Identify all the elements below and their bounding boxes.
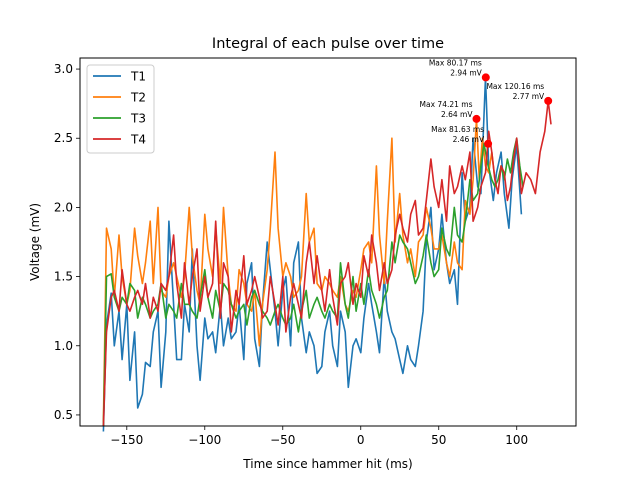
legend-item-t2: T2 xyxy=(93,91,146,105)
max-marker-t2 xyxy=(472,114,481,123)
annotation-line1: Max 80.17 ms xyxy=(429,58,482,67)
x-tick-label: −150 xyxy=(110,433,143,447)
y-axis-label: Voltage (mV) xyxy=(28,203,42,281)
annotation-line1: Max 74.21 ms xyxy=(420,100,473,109)
x-tick-label: −50 xyxy=(270,433,295,447)
legend-item-t4: T4 xyxy=(93,133,146,147)
annotation-line1: Max 81.63 ms xyxy=(431,125,484,134)
legend: T1 T2 T3 T4 xyxy=(86,64,155,154)
annotation-line2: 2.46 mV xyxy=(453,135,485,144)
annotation-line1: Max 120.16 ms xyxy=(486,82,544,91)
x-tick-label: 100 xyxy=(505,433,528,447)
max-annotation-t4: Max 120.16 ms2.77 mV xyxy=(486,82,545,101)
y-axis-ticks: 0.5 1.0 1.5 2.0 2.5 3.0 xyxy=(54,62,80,422)
x-tick-label: −100 xyxy=(188,433,221,447)
x-axis-label: Time since hammer hit (ms) xyxy=(242,457,412,471)
x-axis-ticks: −150 −100 −50 0 50 100 xyxy=(110,426,528,447)
x-tick-label: 50 xyxy=(431,433,446,447)
y-tick-label: 1.5 xyxy=(54,270,73,284)
max-marker-t3 xyxy=(484,139,493,148)
max-marker-t4 xyxy=(544,96,553,105)
max-annotation-t1: Max 80.17 ms2.94 mV xyxy=(429,58,483,77)
y-tick-label: 2.5 xyxy=(54,131,73,145)
y-tick-label: 0.5 xyxy=(54,408,73,422)
y-tick-label: 3.0 xyxy=(54,62,73,76)
legend-label: T3 xyxy=(130,112,146,126)
axes-frame xyxy=(79,57,577,427)
max-markers xyxy=(472,73,553,148)
max-annotation-t3: Max 81.63 ms2.46 mV xyxy=(431,125,485,144)
chart-title: Integral of each pulse over time xyxy=(212,36,444,52)
legend-label: T4 xyxy=(130,133,146,147)
legend-item-t3: T3 xyxy=(93,112,146,126)
y-tick-label: 1.0 xyxy=(54,339,73,353)
annotation-line2: 2.94 mV xyxy=(450,68,482,77)
annotation-line2: 2.77 mV xyxy=(513,92,545,101)
legend-item-t1: T1 xyxy=(93,70,146,84)
series-line-t1 xyxy=(102,76,523,432)
max-annotation-t2: Max 74.21 ms2.64 mV xyxy=(420,100,474,119)
series-line-t4 xyxy=(102,100,552,427)
legend-label: T1 xyxy=(130,70,146,84)
series-line-t3 xyxy=(102,137,524,427)
series-layer xyxy=(102,76,552,432)
x-tick-label: 0 xyxy=(357,433,365,447)
annotation-line2: 2.64 mV xyxy=(441,110,473,119)
legend-box xyxy=(86,64,155,154)
legend-label: T2 xyxy=(130,91,146,105)
max-marker-t1 xyxy=(481,73,490,82)
y-tick-label: 2.0 xyxy=(54,200,73,214)
